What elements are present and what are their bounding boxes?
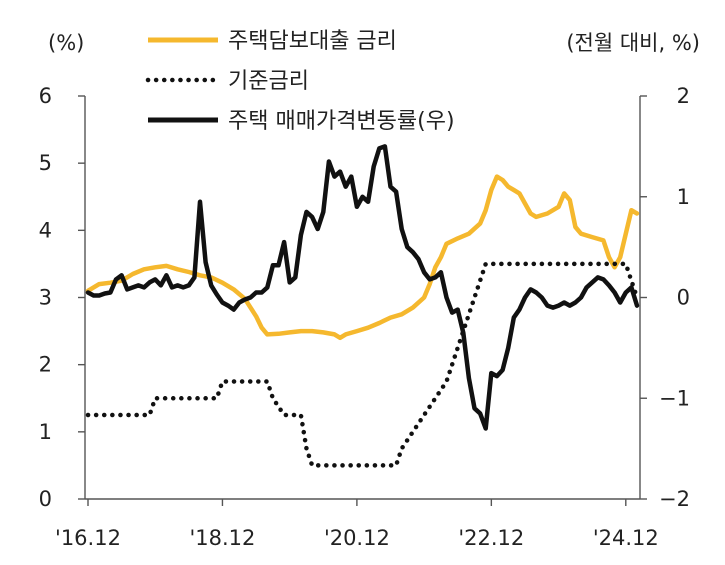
right-axis-unit: (전월 대비, %) (566, 31, 700, 55)
x-tick-label: '16.12 (55, 526, 121, 550)
legend-label-base-rate: 기준금리 (228, 69, 309, 94)
right-tick-label: 0 (677, 286, 690, 310)
x-tick-label: '22.12 (458, 526, 524, 550)
right-axis-ticks: −2 −1 0 1 2 (640, 84, 690, 511)
left-tick-label: 6 (39, 84, 52, 108)
right-tick-label: −2 (659, 487, 690, 511)
right-tick-label: −1 (659, 386, 690, 410)
left-tick-label: 4 (39, 218, 52, 242)
left-tick-label: 0 (39, 487, 52, 511)
series-base-rate (85, 261, 640, 468)
series-housing-price-change (85, 144, 640, 431)
legend-label-housing-price: 주택 매매가격변동률(우) (228, 109, 455, 134)
x-tick-label: '24.12 (593, 526, 659, 550)
left-tick-label: 3 (39, 286, 52, 310)
x-tick-label: '20.12 (324, 526, 390, 550)
legend-label-mortgage: 주택담보대출 금리 (228, 29, 397, 54)
left-tick-label: 5 (39, 151, 52, 175)
legend: 주택담보대출 금리 기준금리 주택 매매가격변동률(우) (145, 29, 455, 134)
series-lines (85, 144, 640, 468)
x-axis-ticks: '16.12 '18.12 '20.12 '22.12 '24.12 (55, 499, 659, 550)
x-tick-label: '18.12 (189, 526, 255, 550)
left-tick-label: 1 (39, 420, 52, 444)
right-tick-label: 2 (677, 84, 690, 108)
left-axis-ticks: 0 1 2 3 4 5 6 (39, 84, 85, 511)
left-tick-label: 2 (39, 353, 52, 377)
left-axis-unit: (%) (48, 31, 84, 55)
right-tick-label: 1 (677, 185, 690, 209)
